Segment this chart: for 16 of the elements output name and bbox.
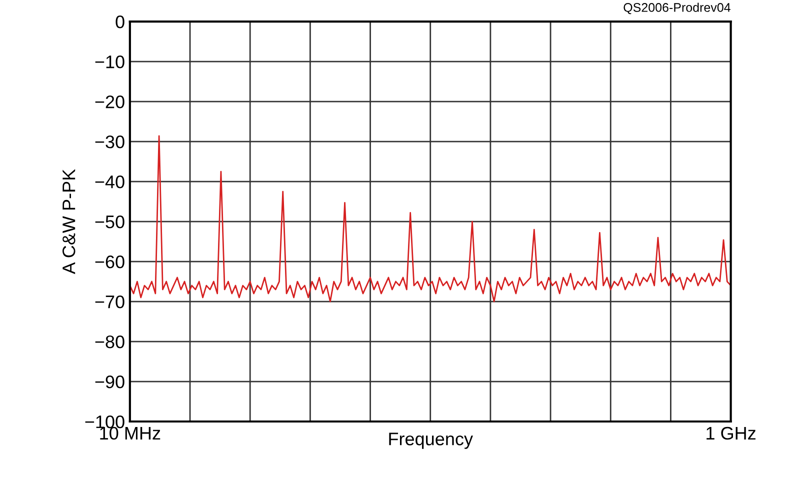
y-tick-label: −80 [95,335,124,348]
y-tick-label: −100 [85,415,124,428]
y-tick-label: −10 [95,55,124,68]
y-tick-label: −90 [95,375,124,388]
y-tick-label: −70 [95,295,124,308]
x-tick-label: 1 GHz [706,426,756,440]
y-tick-label: −20 [95,95,124,108]
y-axis-title: A C&W P-PK [62,169,76,274]
y-tick-label: −40 [95,175,124,188]
y-tick-label: −30 [95,135,124,148]
y-tick-label: −60 [95,255,124,268]
x-axis-title: Frequency [389,432,473,449]
text: QS2006-Prodrev04 [624,2,730,14]
y-tick-label: −50 [95,215,124,228]
line-series [130,135,731,302]
y-tick-label: 0 [116,15,124,28]
